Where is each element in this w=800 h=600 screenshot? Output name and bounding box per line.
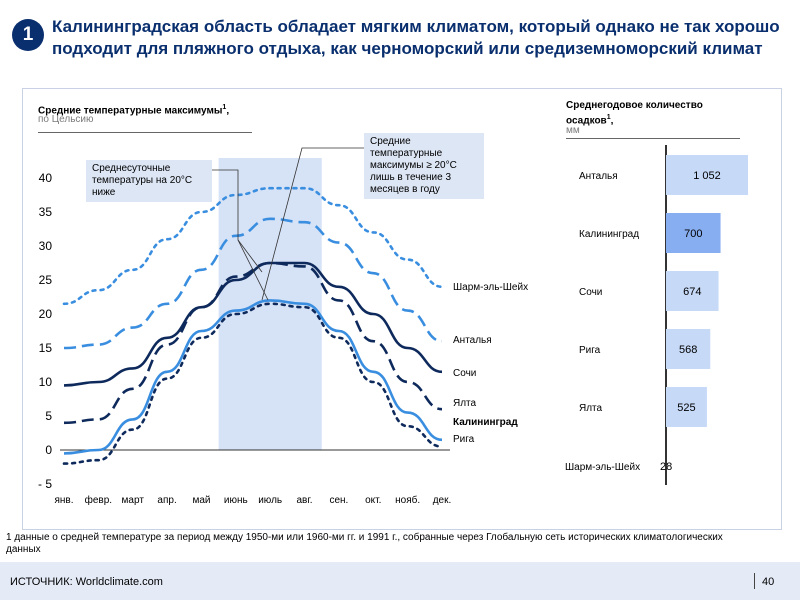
footnote: 1 данные о средней температуре за период… (6, 532, 723, 555)
x-tick-label: нояб. (395, 494, 420, 506)
x-tick-label: июль (258, 495, 282, 506)
x-tick-label: дек. (433, 495, 452, 506)
y-tick-label: 25 (39, 273, 53, 287)
x-tick-label: окт. (365, 495, 381, 506)
y-tick-label: 15 (39, 341, 53, 355)
bar-value-label: 700 (684, 228, 702, 240)
series-label: Рига (453, 434, 475, 445)
content-panel (22, 88, 782, 530)
slide-title: Калининградская область обладает мягким … (52, 17, 780, 58)
y-tick-label: 35 (39, 205, 53, 219)
x-tick-label: сен. (329, 495, 348, 506)
page-separator (754, 573, 755, 589)
precip-bar (666, 387, 707, 427)
series-line (62, 302, 444, 465)
x-tick-label: май (192, 495, 210, 506)
series-line (63, 261, 443, 425)
series-label: Калининград (453, 417, 518, 428)
x-tick-label: апр. (157, 495, 176, 506)
x-tick-label: март (122, 495, 145, 506)
precip-bar (666, 155, 748, 195)
bar-value-label: 28 (660, 461, 672, 473)
bar-category-label: Рига (579, 345, 601, 356)
y-tick-label: 10 (39, 375, 53, 389)
x-tick-label: авг. (296, 495, 312, 506)
series-label: Анталья (453, 335, 492, 346)
y-tick-label: 20 (39, 307, 53, 321)
footer-bar (0, 562, 800, 600)
bar-value-label: 1 052 (693, 170, 721, 182)
bar-category-label: Анталья (579, 171, 618, 182)
y-tick-label: - 5 (38, 477, 52, 491)
callout-max-temps: Средние температурные максимумы ≥ 20°C л… (364, 133, 484, 199)
x-tick-label: янв. (54, 495, 73, 506)
precip-chart-title: Среднегодовое количество (566, 100, 703, 111)
y-tick-label: 40 (39, 171, 53, 185)
x-tick-label: июнь (224, 495, 248, 506)
section-badge: 1 (12, 19, 44, 51)
precip-bar (666, 329, 711, 369)
source-note: ИСТОЧНИК: Worldclimate.com (10, 576, 163, 588)
bar-value-label: 674 (683, 286, 701, 298)
y-tick-label: 30 (39, 239, 53, 253)
callout-leader-max (261, 147, 364, 301)
x-tick-label: февр. (85, 494, 112, 506)
page-number: 40 (762, 576, 775, 588)
series-line (63, 299, 443, 455)
bar-category-label: Ялта (579, 403, 603, 414)
series-line (63, 261, 443, 387)
callout-leader-daily-2 (237, 239, 269, 301)
series-line (63, 217, 443, 350)
precip-bar (666, 271, 719, 311)
y-tick-label: 0 (45, 443, 52, 457)
bar-category-label: Сочи (579, 287, 602, 298)
precip-header-rule (566, 138, 740, 139)
y-tick-label: 5 (45, 409, 52, 423)
callout-daily-temps: Среднесуточные температуры на 20°C ниже (86, 160, 212, 202)
series-label: Шарм-эль-Шейх (453, 282, 528, 293)
bar-value-label: 568 (679, 344, 697, 356)
bar-category-label: Калининград (579, 229, 639, 240)
bar-value-label: 525 (677, 402, 695, 414)
series-line (62, 186, 444, 306)
temp-chart-unit: по Цельсию (38, 114, 94, 125)
temp-header-rule (38, 132, 252, 133)
precip-bar (666, 213, 721, 253)
series-label: Ялта (453, 398, 477, 409)
temp-chart-title: Средние температурные максимумы1, (38, 104, 230, 117)
series-label: Сочи (453, 368, 476, 379)
bar-category-label: Шарм-эль-Шейх (565, 462, 640, 473)
callout-leader-daily (212, 169, 263, 273)
precip-chart-unit: мм (566, 125, 580, 136)
precip-chart-title-2: осадков1, (566, 114, 614, 127)
